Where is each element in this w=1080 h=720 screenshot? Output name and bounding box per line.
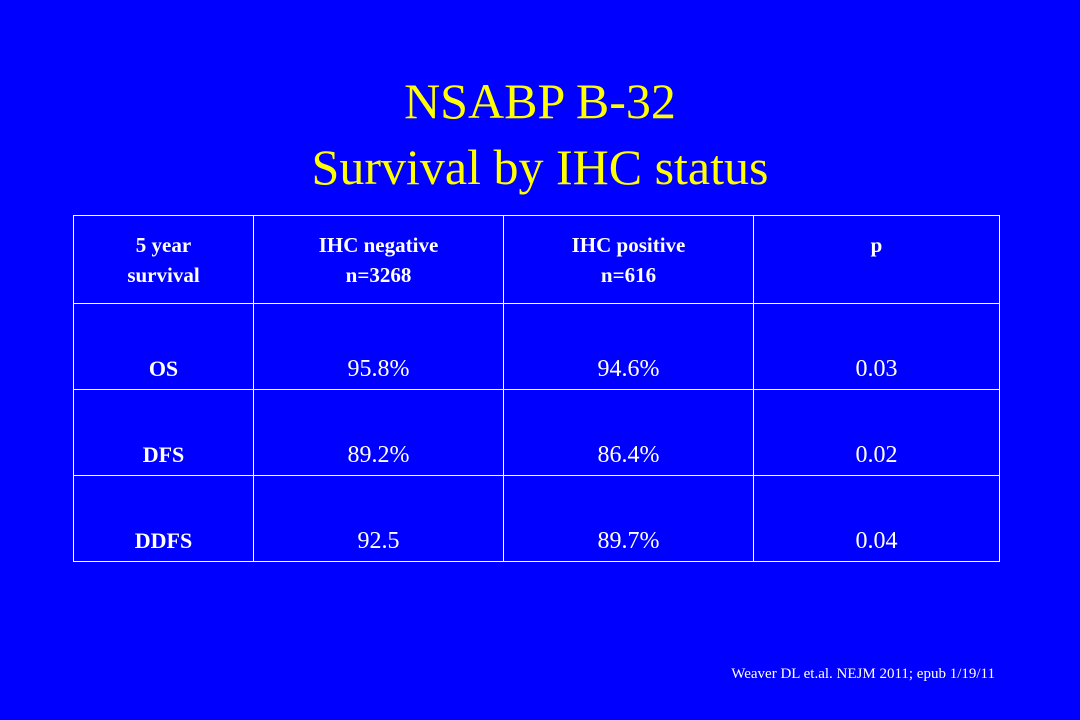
cell-dfs-ihc-negative: 89.2% <box>253 389 504 476</box>
cell-dfs-p: 0.02 <box>753 389 1000 476</box>
header-ihc-negative-line1: IHC negative <box>318 232 439 257</box>
slide-title: NSABP B-32 <box>404 73 676 129</box>
header-survival-line1: 5 year <box>135 232 192 257</box>
cell-dfs-ihc-positive: 86.4% <box>503 389 754 476</box>
row-label-os: OS <box>73 303 254 390</box>
row-label-dfs: DFS <box>73 389 254 476</box>
table-header-row: 5 year survival IHC negative n=3268 IHC … <box>73 215 1000 304</box>
cell-os-ihc-positive: 94.6% <box>503 303 754 390</box>
cell-os-p: 0.03 <box>753 303 1000 390</box>
table-row-os: OS 95.8% 94.6% 0.03 <box>73 303 1000 390</box>
table-row-ddfs: DDFS 92.5 89.7% 0.04 <box>73 475 1000 562</box>
header-ihc-positive-line1: IHC positive <box>571 232 686 257</box>
header-p-line1: p <box>870 232 883 257</box>
row-label-ddfs: DDFS <box>73 475 254 562</box>
table-row-dfs: DFS 89.2% 86.4% 0.02 <box>73 389 1000 476</box>
header-ihc-positive-line2: n=616 <box>600 262 657 287</box>
citation: Weaver DL et.al. NEJM 2011; epub 1/19/11 <box>731 666 995 682</box>
cell-os-ihc-negative: 95.8% <box>253 303 504 390</box>
header-p: p <box>753 215 1000 304</box>
header-ihc-negative: IHC negative n=3268 <box>253 215 504 304</box>
header-p-line2 <box>874 263 879 287</box>
slide-subtitle: Survival by IHC status <box>311 139 769 195</box>
header-survival: 5 year survival <box>73 215 254 304</box>
header-ihc-negative-line2: n=3268 <box>345 262 412 287</box>
cell-ddfs-ihc-positive: 89.7% <box>503 475 754 562</box>
cell-ddfs-ihc-negative: 92.5 <box>253 475 504 562</box>
cell-ddfs-p: 0.04 <box>753 475 1000 562</box>
header-ihc-positive: IHC positive n=616 <box>503 215 754 304</box>
header-survival-line2: survival <box>127 262 200 287</box>
survival-table: 5 year survival IHC negative n=3268 IHC … <box>73 215 1000 562</box>
